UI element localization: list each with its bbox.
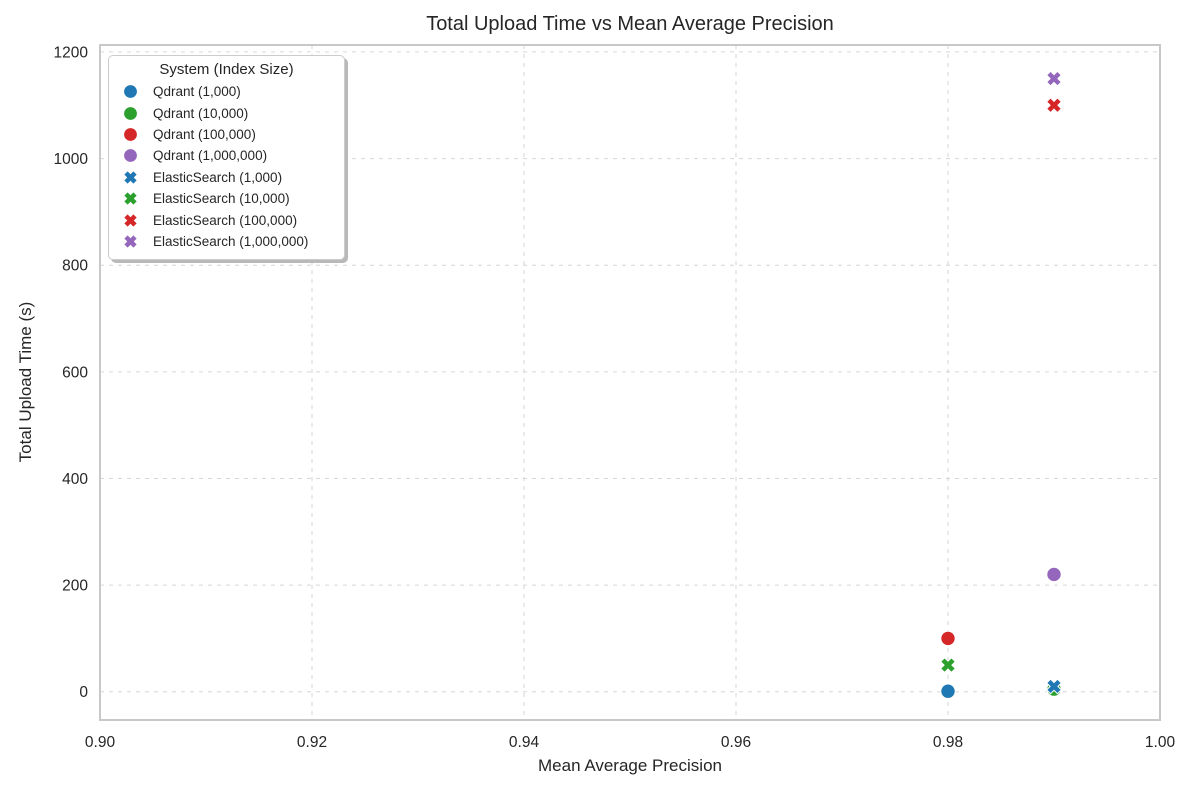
- y-tick-label: 1200: [54, 44, 89, 61]
- circle-marker-icon: [124, 149, 137, 163]
- chart-title: Total Upload Time vs Mean Average Precis…: [426, 13, 834, 35]
- circle-marker-icon: [124, 106, 137, 120]
- legend-item-label: ElasticSearch (100,000): [153, 212, 298, 228]
- legend-item-label: Qdrant (100,000): [153, 126, 256, 142]
- legend-item-label: ElasticSearch (10,000): [153, 191, 290, 207]
- x-marker-icon: [124, 235, 137, 248]
- legend-item: ElasticSearch (1,000,000): [109, 231, 344, 252]
- y-tick-label: 1000: [54, 151, 89, 168]
- x-tick-label: 0.92: [297, 734, 327, 751]
- y-tick-label: 0: [79, 684, 88, 701]
- legend-item: ElasticSearch (1,000): [109, 167, 344, 188]
- data-point: [1046, 566, 1062, 583]
- x-tick-label: 1.00: [1145, 734, 1176, 751]
- legend-item-label: Qdrant (1,000,000): [153, 148, 268, 164]
- x-tick-label: 0.94: [509, 734, 540, 751]
- x-marker-icon: [124, 213, 137, 227]
- legend-item-label: Qdrant (10,000): [153, 105, 249, 121]
- y-tick-label: 400: [62, 471, 88, 488]
- legend-item: ElasticSearch (10,000): [109, 188, 344, 209]
- x-marker-icon: [124, 192, 137, 205]
- legend-title: System (Index Size): [159, 61, 294, 78]
- circle-marker-icon: [124, 85, 137, 99]
- y-tick-label: 800: [62, 258, 88, 275]
- y-tick-label: 200: [62, 578, 88, 595]
- y-tick-label: 600: [62, 364, 88, 381]
- x-tick-label: 0.90: [85, 734, 116, 751]
- legend-item-label: ElasticSearch (1,000): [153, 169, 283, 185]
- data-point: [1045, 97, 1063, 114]
- legend-item: Qdrant (10,000): [109, 102, 344, 123]
- x-marker-icon: [124, 171, 137, 184]
- legend-item: ElasticSearch (100,000): [109, 209, 344, 230]
- data-point: [940, 630, 956, 647]
- legend-item: Qdrant (100,000): [109, 124, 344, 145]
- x-axis-label: Mean Average Precision: [538, 756, 722, 775]
- legend-item: Qdrant (1,000): [109, 81, 344, 102]
- legend-items: Qdrant (1,000) Qdrant (10,000) Qdrant (100…: [109, 81, 344, 252]
- data-point: [939, 657, 957, 674]
- x-tick-label: 0.98: [933, 734, 963, 751]
- legend-item: Qdrant (1,000,000): [109, 145, 344, 166]
- data-point: [1045, 70, 1063, 87]
- legend-item-label: ElasticSearch (1,000,000): [153, 233, 309, 249]
- data-point: [940, 683, 956, 699]
- legend: System (Index Size) Qdrant (1,000) Qdrant…: [108, 55, 345, 261]
- legend-item-label: Qdrant (1,000): [153, 84, 241, 100]
- y-axis-label: Total Upload Time (s): [16, 301, 35, 463]
- data-point: [1045, 678, 1063, 695]
- plot-border: [99, 44, 1161, 721]
- circle-marker-icon: [124, 128, 137, 141]
- x-tick-label: 0.96: [721, 734, 751, 751]
